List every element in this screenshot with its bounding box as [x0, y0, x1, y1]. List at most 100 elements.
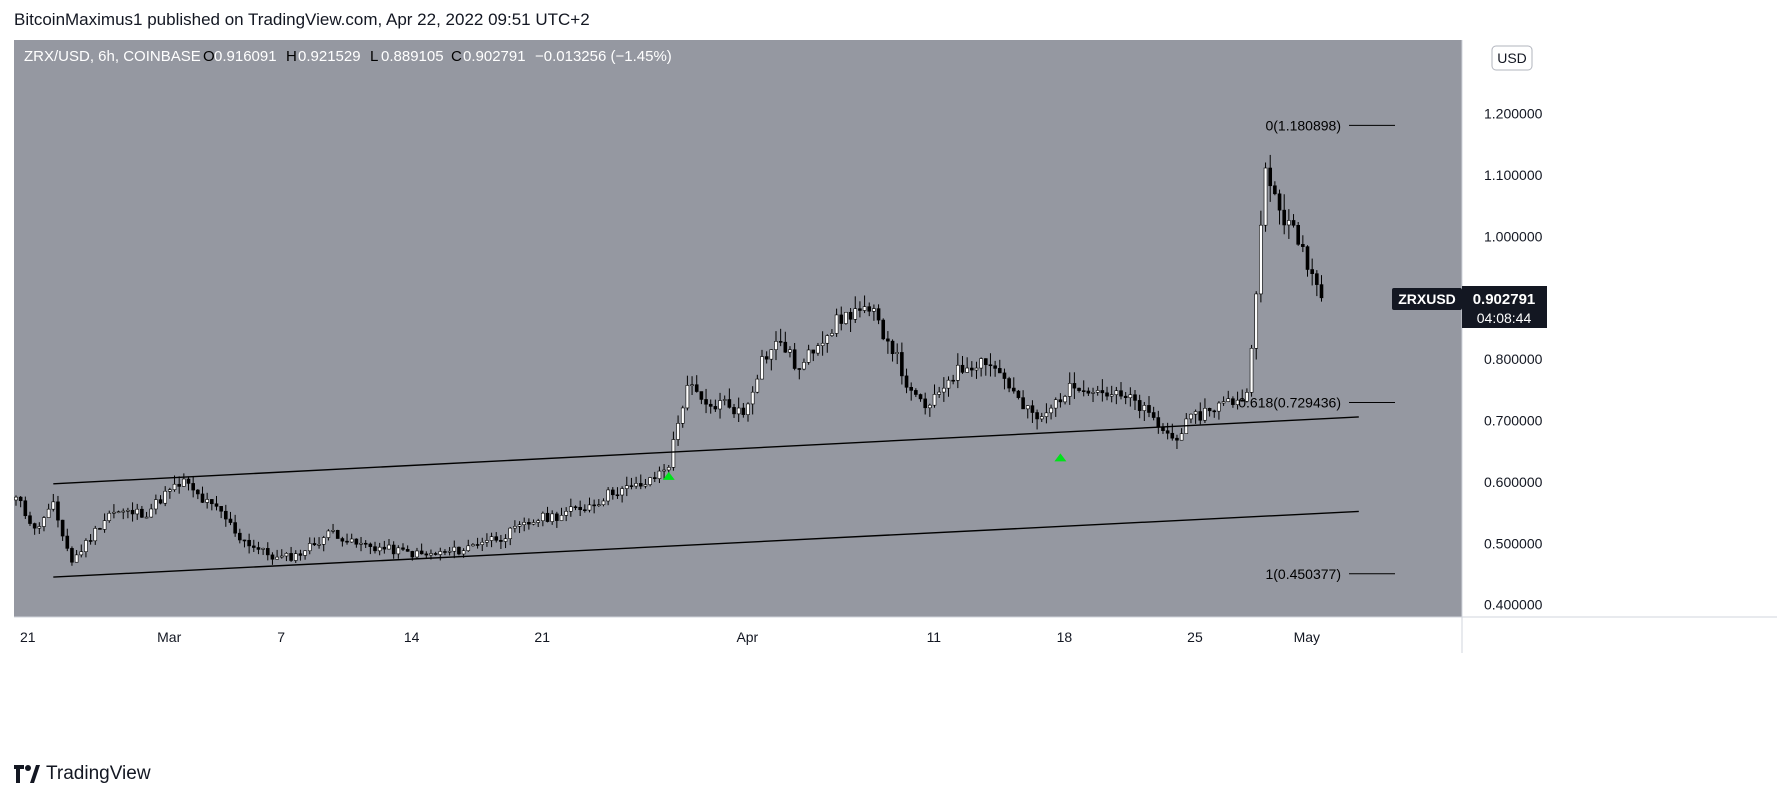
candle-body-198: [918, 394, 923, 400]
candle-body-156: [722, 399, 727, 401]
candle-body-196: [909, 387, 914, 391]
candle-body-88: [405, 549, 410, 552]
candle-body-63: [289, 553, 293, 561]
candle-body-152: [704, 399, 708, 405]
candle-body-214: [993, 365, 997, 369]
candle-body-123: [569, 506, 573, 512]
candle-body-245: [1137, 400, 1142, 411]
candle-body-266: [1235, 399, 1240, 405]
candle-body-261: [1212, 410, 1217, 413]
support-arrow-1: [1054, 453, 1067, 462]
candle-body-185: [858, 308, 862, 311]
time-tick-label-6: 11: [927, 629, 942, 645]
candle-body-59: [270, 554, 275, 560]
candle-body-8: [32, 523, 37, 529]
candle-body-86: [396, 547, 401, 555]
candle-body-258: [1198, 411, 1203, 421]
candle-body-141: [652, 477, 657, 479]
candle-body-112: [517, 524, 522, 527]
time-tick-label-7: 18: [1057, 629, 1073, 645]
candle-body-193: [895, 352, 900, 354]
candle-body-82: [377, 546, 382, 552]
candle-body-92: [424, 553, 429, 556]
candle-body-104: [480, 541, 485, 545]
candle-body-237: [1100, 390, 1105, 394]
candle-body-158: [732, 407, 736, 415]
candle-body-121: [559, 515, 564, 521]
candle-body-143: [662, 469, 666, 472]
candle-body-138: [638, 483, 643, 487]
currency-button-label: USD: [1497, 50, 1527, 66]
candle-body-108: [499, 539, 503, 542]
candle-body-181: [839, 314, 844, 324]
candle-body-65: [298, 553, 303, 556]
candle-body-43: [196, 489, 200, 495]
candle-body-155: [718, 400, 722, 410]
candle-body-167: [774, 341, 778, 350]
candle-body-231: [1072, 383, 1077, 389]
candle-body-238: [1105, 392, 1109, 397]
candle-body-23: [102, 520, 107, 530]
candle-body-67: [307, 543, 312, 552]
trendlines-group: [53, 416, 1359, 578]
candle-body-74: [340, 538, 345, 542]
candle-body-69: [317, 544, 321, 546]
candle-body-280: [1301, 244, 1305, 247]
price-tick-label-2: 1.000000: [1484, 228, 1543, 244]
candle-body-133: [615, 494, 620, 497]
candle-body-242: [1123, 395, 1128, 399]
candle-body-227: [1053, 399, 1058, 409]
candle-body-12: [51, 501, 56, 510]
legend-close-label: C: [451, 48, 462, 65]
candle-body-244: [1133, 394, 1137, 401]
candle-body-87: [401, 547, 405, 550]
candle-body-283: [1315, 273, 1319, 285]
candle-body-207: [960, 364, 965, 373]
candle-body-179: [830, 333, 834, 336]
candle-body-267: [1240, 399, 1245, 402]
candle-body-37: [168, 489, 172, 492]
currency-button[interactable]: USD: [1491, 45, 1533, 71]
tradingview-brand-text: TradingView: [46, 763, 151, 784]
candle-body-126: [583, 509, 587, 512]
candle-body-24: [107, 512, 112, 521]
candle-body-260: [1207, 407, 1212, 412]
legend-close-value: 0.902791: [463, 48, 526, 65]
candle-body-197: [914, 390, 918, 395]
price-tick-label-4: 0.700000: [1484, 413, 1543, 429]
legend-symbol: ZRX/USD, 6h, COINBASE: [24, 48, 201, 65]
candle-body-192: [890, 340, 895, 354]
candle-body-80: [368, 543, 373, 547]
candle-body-15: [65, 535, 70, 549]
candle-body-60: [275, 556, 279, 560]
time-tick-label-4: 21: [534, 629, 550, 645]
candle-body-75: [345, 540, 349, 543]
candle-body-28: [126, 509, 130, 512]
candle-body-164: [760, 356, 764, 380]
candle-body-175: [811, 349, 816, 354]
candle-body-122: [564, 510, 568, 516]
fib-levels-group: 0(1.180898) 0.618(0.729436) 1(0.450377): [1238, 117, 1395, 582]
candle-body-177: [820, 342, 825, 347]
chart-container[interactable]: 0(1.180898) 0.618(0.729436) 1(0.450377) 1.…: [14, 40, 1777, 747]
candle-body-221: [1025, 405, 1030, 410]
candle-body-76: [349, 538, 354, 543]
legend-high-value: 0.921529: [298, 48, 361, 65]
legend-low-value: 0.889105: [381, 48, 444, 65]
candle-body-189: [876, 308, 881, 321]
candle-body-265: [1231, 398, 1235, 405]
candle-body-278: [1291, 220, 1296, 226]
candle-body-20: [88, 540, 93, 542]
tradingview-logo[interactable]: TradingView: [14, 762, 151, 786]
candle-body-18: [79, 551, 84, 556]
candle-body-125: [578, 506, 582, 511]
candle-body-182: [844, 311, 848, 324]
candle-body-94: [433, 553, 438, 555]
candle-body-184: [853, 308, 858, 320]
candle-body-72: [331, 530, 335, 532]
candle-body-223: [1035, 412, 1039, 420]
candle-body-225: [1044, 412, 1049, 417]
candle-body-194: [900, 352, 904, 377]
time-axis-ticks: 21 Mar 7 14 21 Apr 11 18 25 May: [20, 629, 1320, 645]
price-chart[interactable]: 0(1.180898) 0.618(0.729436) 1(0.450377) 1.…: [14, 40, 1777, 747]
